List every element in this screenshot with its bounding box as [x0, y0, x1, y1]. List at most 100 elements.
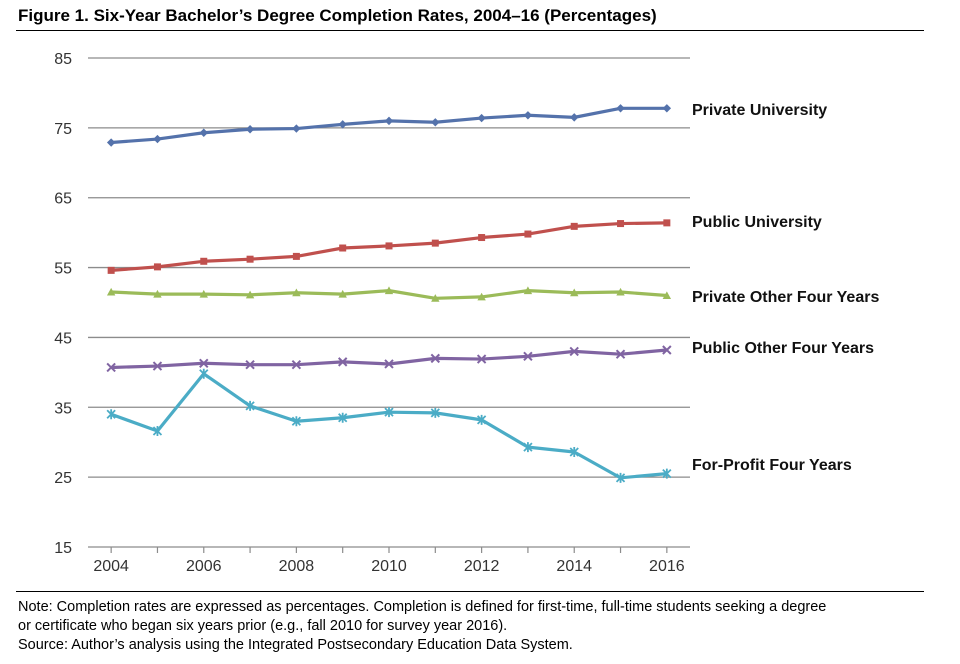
- data-point: [615, 349, 626, 359]
- series-0: [106, 104, 672, 147]
- data-point: [384, 116, 394, 126]
- data-point: [153, 134, 162, 144]
- data-point: [245, 125, 255, 134]
- data-point: [616, 287, 625, 296]
- data-point: [430, 407, 440, 418]
- y-tick-label: 85: [54, 51, 72, 68]
- series-group: [106, 104, 672, 483]
- data-point: [617, 220, 625, 228]
- figure-notes: Note: Completion rates are expressed as …: [18, 598, 938, 655]
- data-point: [246, 255, 254, 263]
- data-point: [200, 257, 208, 265]
- data-point: [153, 289, 162, 298]
- x-tick-label: 2014: [556, 558, 592, 575]
- data-point: [291, 359, 302, 370]
- data-point: [569, 446, 579, 457]
- data-point: [431, 239, 439, 247]
- x-axis: 2004 2006 2008 2010 2012 2014 2016: [88, 546, 690, 575]
- data-point: [662, 291, 672, 300]
- line-chart: 15 25 35 45 55 65 75 85 2004 2006 2008 2010 2012 201…: [54, 51, 879, 575]
- data-point: [662, 345, 672, 355]
- data-point: [430, 353, 441, 364]
- data-point: [199, 368, 209, 379]
- data-point: [477, 292, 486, 301]
- data-point: [477, 113, 486, 123]
- data-point: [338, 120, 347, 129]
- y-tick-label: 75: [54, 121, 72, 138]
- data-point: [663, 219, 671, 227]
- series-label: For-Profit Four Years: [692, 457, 852, 474]
- data-point: [662, 104, 672, 113]
- data-point: [338, 289, 347, 298]
- data-point: [199, 128, 208, 137]
- x-tick-label: 2012: [464, 558, 500, 575]
- data-point: [523, 111, 533, 120]
- series-label: Public Other Four Years: [692, 340, 874, 357]
- data-point: [245, 290, 255, 299]
- data-point: [431, 118, 440, 127]
- data-point: [476, 354, 487, 364]
- data-point: [570, 113, 579, 122]
- data-point: [153, 263, 161, 271]
- series-labels: Private University Public University Priva…: [692, 102, 879, 474]
- data-point: [338, 412, 348, 423]
- data-point: [199, 358, 209, 368]
- data-point: [524, 230, 532, 238]
- data-point: [478, 234, 486, 242]
- series-line: [110, 372, 667, 480]
- series-1: [107, 219, 671, 274]
- data-point: [569, 346, 579, 357]
- data-point: [570, 222, 578, 230]
- data-point: [245, 359, 255, 370]
- series-3: [106, 345, 672, 373]
- data-point: [384, 359, 394, 369]
- data-point: [431, 294, 440, 302]
- data-point: [291, 416, 302, 427]
- data-point: [106, 287, 116, 296]
- data-point: [615, 472, 626, 483]
- data-point: [292, 124, 301, 133]
- data-point: [523, 286, 533, 295]
- data-point: [152, 361, 163, 371]
- y-tick-label: 25: [54, 470, 72, 487]
- data-point: [523, 442, 533, 453]
- y-tick-label: 65: [54, 191, 72, 208]
- data-point: [384, 407, 394, 418]
- y-tick-label: 45: [54, 330, 72, 347]
- data-point: [106, 138, 116, 147]
- data-point: [385, 242, 393, 250]
- series-label: Private University: [692, 102, 827, 119]
- data-point: [384, 286, 394, 295]
- series-label: Private Other Four Years: [692, 289, 879, 306]
- x-tick-label: 2006: [186, 558, 222, 575]
- gridlines: [88, 57, 690, 478]
- data-point: [339, 244, 347, 252]
- data-point: [152, 426, 163, 437]
- data-point: [476, 414, 487, 425]
- x-tick-label: 2004: [93, 558, 129, 575]
- series-line: [111, 106, 667, 145]
- data-point: [106, 362, 116, 373]
- data-point: [292, 252, 300, 260]
- series-label: Public University: [692, 214, 822, 231]
- bottom-rule: [16, 591, 924, 592]
- source-line: Source: Author’s analysis using the Inte…: [18, 637, 573, 653]
- figure-title: Figure 1. Six-Year Bachelor’s Degree Com…: [18, 6, 657, 25]
- data-point: [523, 351, 533, 361]
- data-point: [107, 266, 115, 274]
- x-tick-label: 2008: [279, 558, 315, 575]
- series-2: [106, 286, 672, 302]
- data-point: [199, 289, 208, 298]
- x-tick-label: 2016: [649, 558, 685, 575]
- top-rule: [16, 30, 924, 31]
- note-line: or certificate who began six years prior…: [18, 618, 508, 634]
- y-axis-ticks: 15 25 35 45 55 65 75 85: [54, 51, 72, 557]
- data-point: [337, 357, 348, 367]
- series-4: [106, 368, 672, 483]
- y-tick-label: 15: [54, 540, 72, 557]
- data-point: [662, 468, 672, 479]
- data-point: [245, 400, 255, 411]
- data-point: [292, 288, 301, 297]
- y-tick-label: 35: [54, 400, 72, 417]
- x-tick-label: 2010: [371, 558, 407, 575]
